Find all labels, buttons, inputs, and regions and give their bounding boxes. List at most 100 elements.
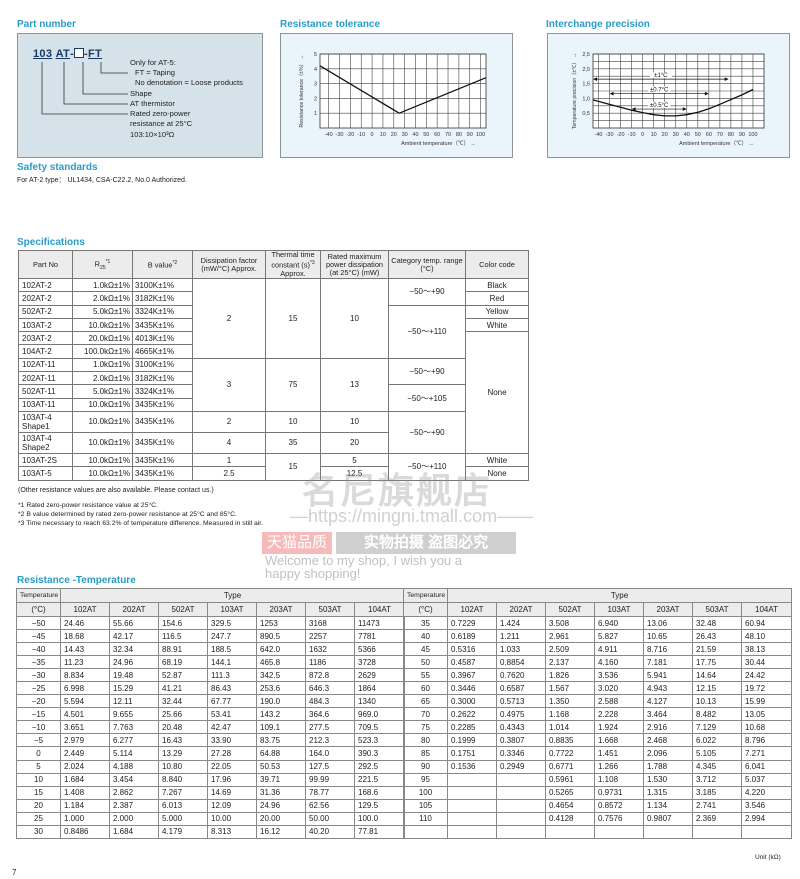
data-line [319, 65, 487, 114]
x-tick-label: 60 [706, 132, 712, 138]
y-tick-label: 0,5 [582, 111, 590, 117]
resistance-cell: 2.862 [109, 785, 159, 800]
type-column-header: 102AT [447, 602, 497, 617]
resistance-cell: 0.3967 [447, 668, 497, 683]
resistance-cell: 523.3 [353, 733, 406, 748]
x-tick-label: 10 [651, 132, 657, 138]
temperature-cell: 75 [403, 720, 448, 735]
resistance-cell: 15.99 [740, 694, 793, 709]
spec-header-cell: Part No [18, 250, 73, 279]
resistance-cell: 12.15 [692, 681, 742, 696]
temperature-cell: 105 [403, 798, 448, 813]
rt-row: 35 0.7229 1.424 3.508 6.940 13.06 32.48 60.94 [403, 615, 793, 631]
arrowhead-left [593, 77, 597, 81]
resistance-cell: 247.7 [207, 629, 257, 644]
spec-cell: 13 [320, 357, 389, 412]
resistance-cell: 42.17 [109, 629, 159, 644]
resistance-cell [496, 824, 546, 839]
resistance-cell: 253.6 [256, 681, 306, 696]
spec-header-cell: Thermal time constant (s)*3 Approx. [265, 250, 321, 279]
temperature-cell: 40 [403, 629, 448, 644]
resistance-cell: 0.6587 [496, 681, 546, 696]
footnote-1: *1 Rated zero-power resistance value at … [18, 502, 158, 509]
rt-row: 100 0.5265 0.9731 1.315 3.185 4.220 [403, 785, 793, 800]
resistance-cell: 16.43 [158, 733, 208, 748]
rt-row: 85 0.1751 0.3346 0.7722 1.451 2.096 5.105 7.271 [403, 746, 793, 761]
rt-table-left: Temperature Type (°C) 102AT 202AT 502AT 103AT 2… [16, 588, 406, 839]
watermark-welcome-2: happy shopping! [265, 566, 361, 581]
spec-cell: 100.0kΩ±1% [72, 344, 133, 359]
temperature-cell: −5 [16, 733, 61, 748]
resistance-cell: 8.834 [60, 668, 110, 683]
resistance-cell: 1.788 [643, 759, 693, 774]
resistance-cell: 4.160 [594, 655, 644, 670]
rt-row: 110 0.4128 0.7576 0.9807 2.369 2.994 [403, 811, 793, 826]
resistance-cell: 2.468 [643, 733, 693, 748]
resistance-cell: 99.99 [305, 772, 355, 787]
resistance-cell: 1.567 [545, 681, 595, 696]
resistance-cell: 5.594 [60, 694, 110, 709]
resistance-cell [496, 772, 546, 787]
y-tick-label: 1,5 [582, 82, 590, 88]
rt-header-row: Temperature Type [403, 588, 793, 603]
resistance-cell: 10.80 [158, 759, 208, 774]
resistance-cell: 39.71 [256, 772, 306, 787]
temperature-unit: (°C) [16, 602, 61, 617]
resistance-cell: 5.105 [692, 746, 742, 761]
resistance-cell: 6.940 [594, 615, 644, 631]
code-type: AT [55, 48, 71, 60]
annotation-bg [648, 86, 671, 93]
spec-header-cell: Dissipation factor (mW/°C) Approx. [192, 250, 266, 279]
y-tick-label: 3 [314, 82, 317, 88]
y-tick-label: 2,0 [582, 67, 590, 73]
resistance-cell: 4.179 [158, 824, 208, 839]
resistance-cell: 0.3446 [447, 681, 497, 696]
resistance-cell: 88.91 [158, 642, 208, 657]
spec-row: 104AT-2 100.0kΩ±1% 4665K±1% [18, 344, 529, 359]
y-axis-label: Resistance tolerance（±%） → [298, 55, 305, 128]
spec-cell: 10 [265, 410, 321, 433]
x-tick-label: -20 [346, 132, 354, 138]
spec-cell: 103AT-4 Shape1 [18, 410, 73, 433]
x-tick-label: 70 [717, 132, 723, 138]
code-dash: - [70, 48, 75, 60]
x-tick-label: -40 [595, 132, 603, 138]
pn-label: Shape [130, 89, 152, 98]
resistance-cell: 0.7722 [545, 746, 595, 761]
resistance-cell: 20.48 [158, 720, 208, 735]
spec-cell: 10.0kΩ±1% [72, 466, 133, 481]
spec-cell: 75 [265, 357, 321, 412]
spec-cell: −50～+90 [388, 410, 466, 454]
resistance-cell: 0.8854 [496, 655, 546, 670]
spec-cell: Red [465, 291, 529, 306]
resistance-cell: 0.3346 [496, 746, 546, 761]
resistance-cell: 68.19 [158, 655, 208, 670]
resistance-cell: 465.8 [256, 655, 306, 670]
spec-row: 203AT-2 20.0kΩ±1% 4013K±1% None [18, 331, 529, 454]
rt-header-row: (°C) 102AT 202AT 502AT 103AT 203AT 503AT 104AT [16, 602, 406, 617]
rt-row: 80 0.1999 0.3807 0.8835 1.668 2.468 6.022 8.796 [403, 733, 793, 748]
data-line [592, 88, 754, 117]
resistance-cell: 2.024 [60, 759, 110, 774]
y-axis-label: Temperature precision（±℃） → [571, 53, 578, 129]
resistance-cell: 15.29 [109, 681, 159, 696]
interchange-precision-title: Interchange precision [546, 19, 650, 30]
spec-cell: 12.5 [320, 466, 389, 481]
resistance-cell: 5.827 [594, 629, 644, 644]
part-number-leader-lines [41, 62, 128, 115]
temperature-cell: 95 [403, 772, 448, 787]
resistance-cell: 24.46 [60, 615, 110, 631]
resistance-cell: 10.00 [207, 811, 257, 826]
y-tick-label: 2,5 [582, 52, 590, 58]
x-tick-label: 100 [476, 132, 485, 138]
resistance-cell: 0.3000 [447, 694, 497, 709]
resistance-cell: 13.05 [740, 707, 793, 722]
spec-cell: 5.0kΩ±1% [72, 384, 133, 399]
spec-cell: 103AT-11 [18, 397, 73, 412]
part-number-code: 103 AT- -FT [33, 48, 102, 60]
resistance-cell: 8.482 [692, 707, 742, 722]
rt-row: −40 14.43 32.34 88.91 188.5 642.0 1632 5366 [16, 642, 406, 657]
spec-row: 103AT-11 10.0kΩ±1% 3435K±1% [18, 397, 529, 412]
resistance-cell [496, 785, 546, 800]
spec-cell: Black [465, 277, 529, 293]
